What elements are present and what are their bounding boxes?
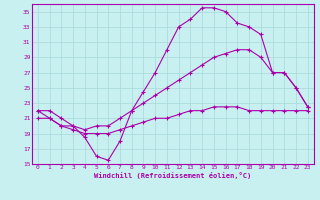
- X-axis label: Windchill (Refroidissement éolien,°C): Windchill (Refroidissement éolien,°C): [94, 172, 252, 179]
